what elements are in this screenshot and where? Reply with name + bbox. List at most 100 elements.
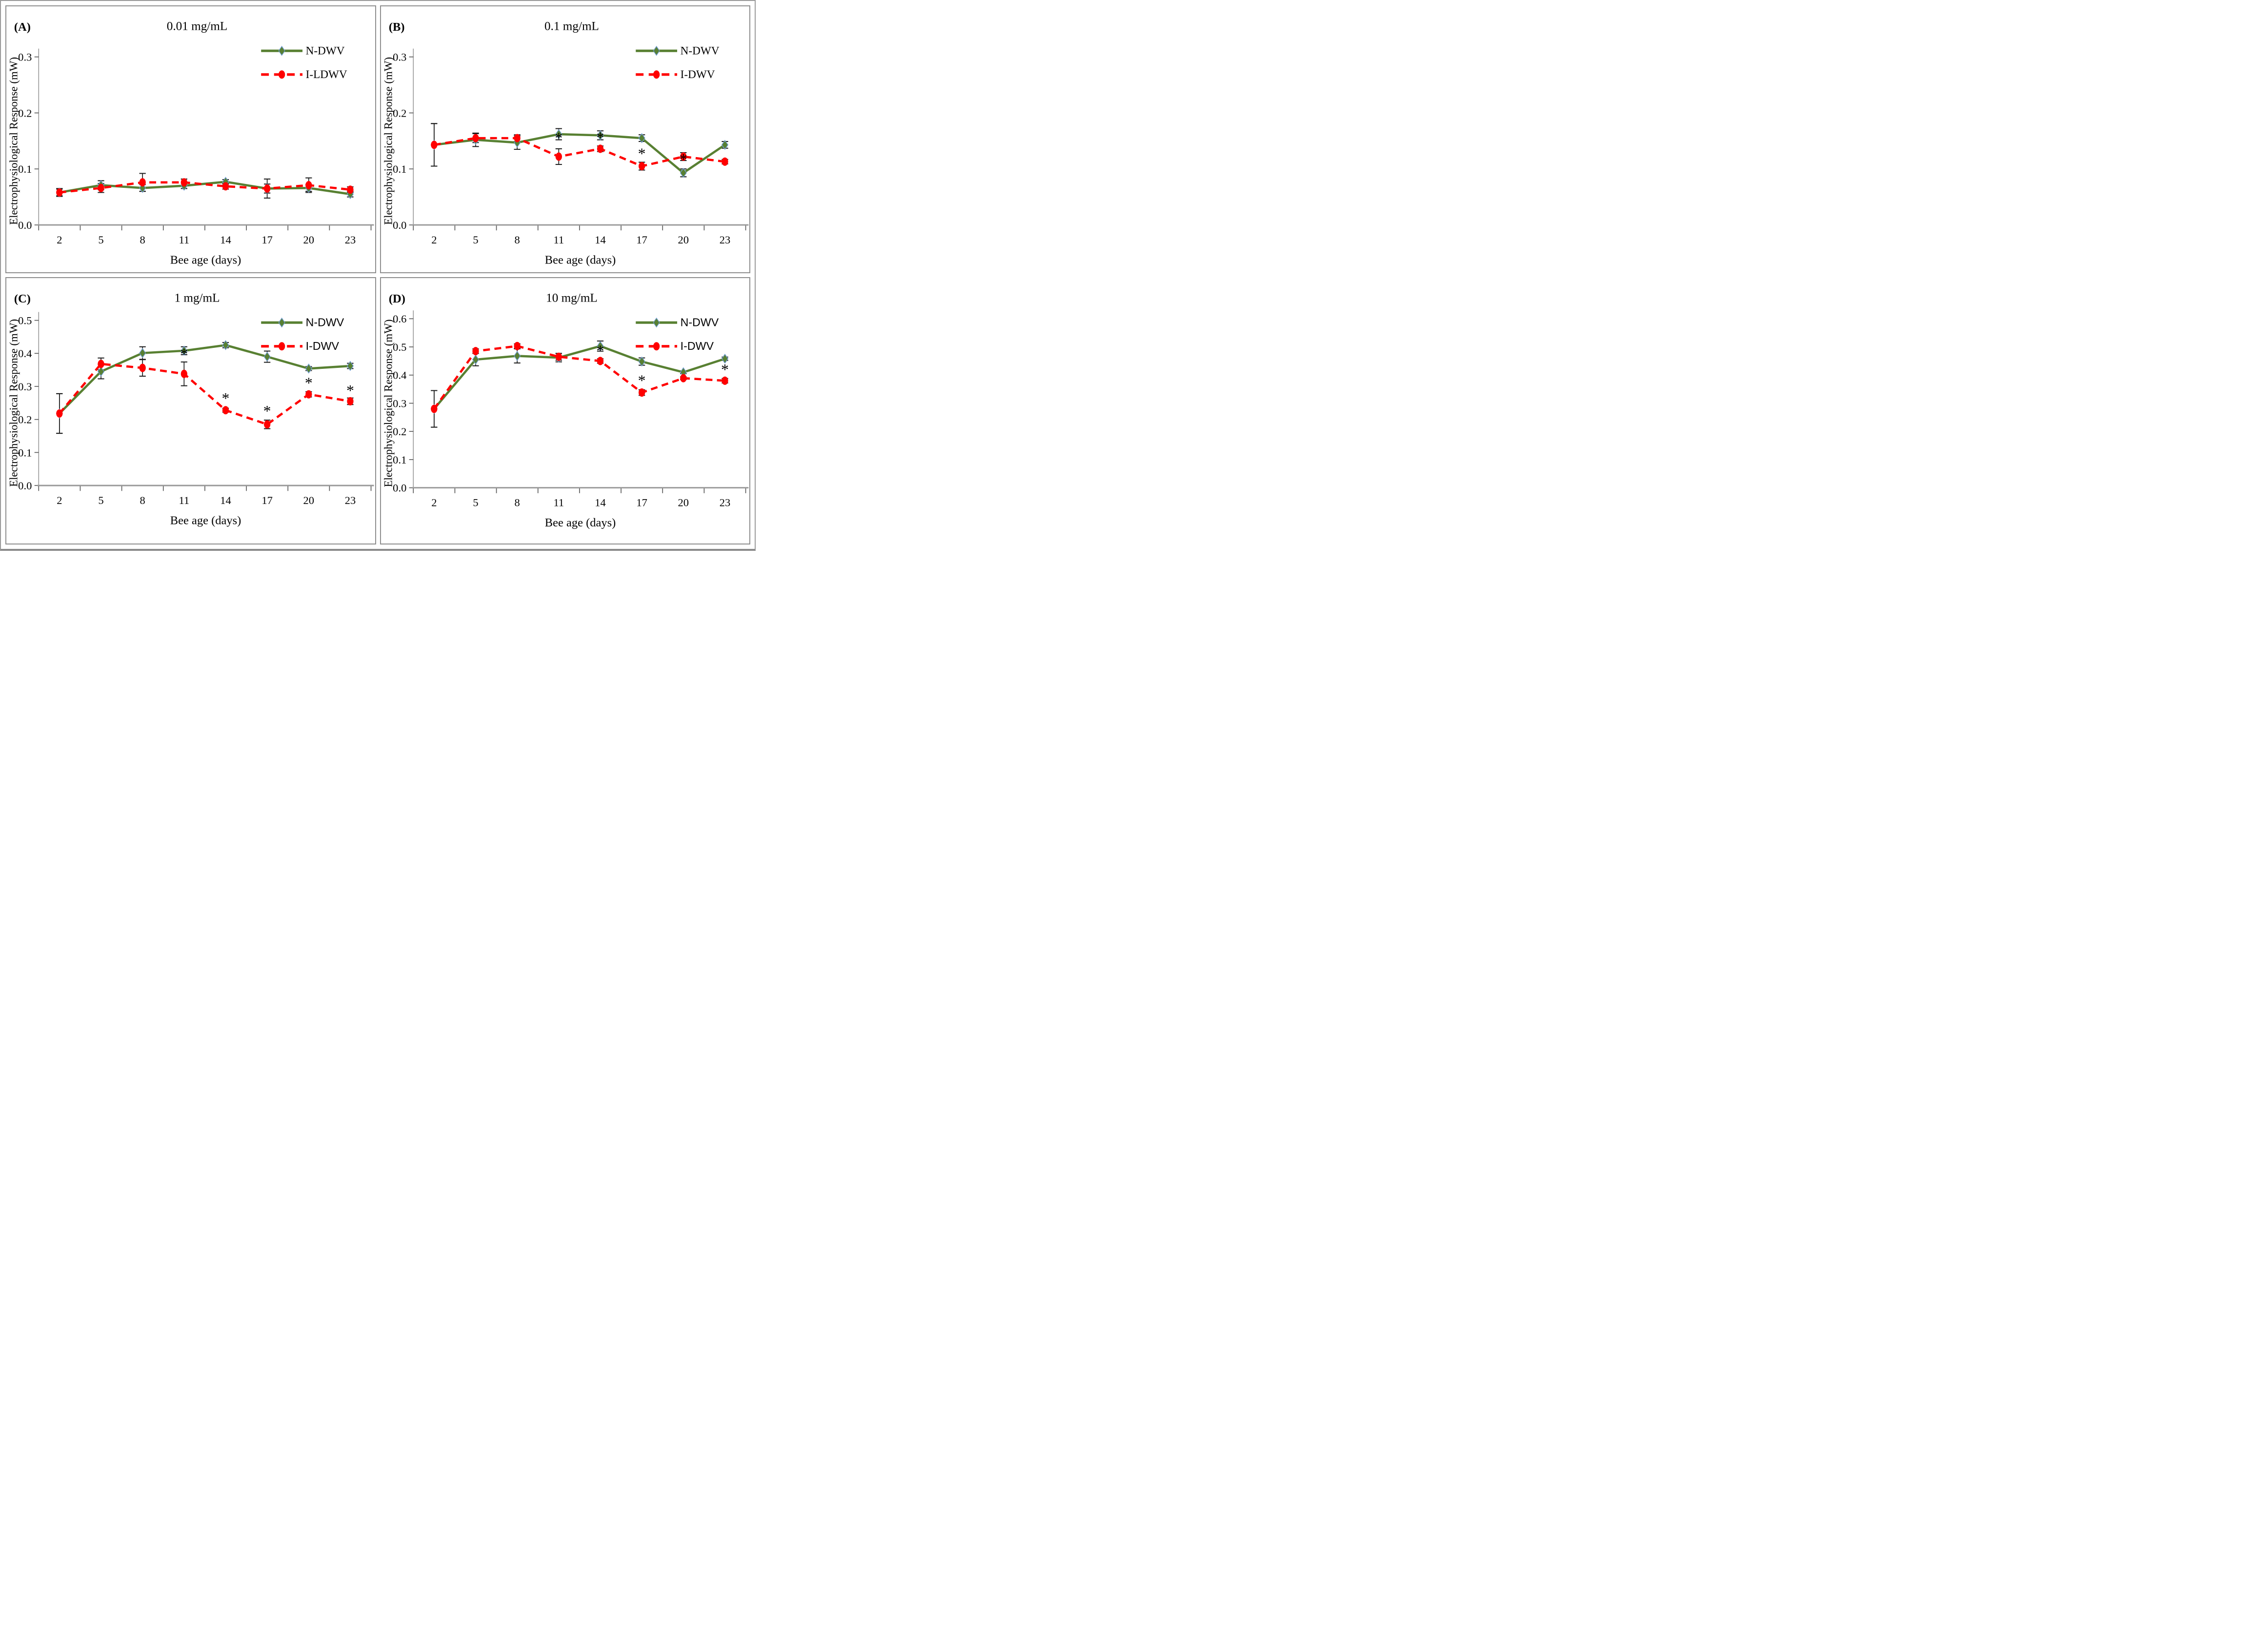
x-category-label: 17 — [261, 494, 273, 506]
legend-marker-sample — [279, 342, 285, 350]
four-panel-figure: (A) 0.01 mg/mL 0.0 0.1 0.2 0.3 2 5 8 11 14 17 20 23 Be… — [0, 0, 756, 551]
y-axis-title: Electrophysiological Response (mW) — [381, 57, 394, 225]
data-point-marker — [98, 183, 104, 192]
legend-item-i-dwv: I-DWV — [635, 68, 715, 81]
y-tick-label: 0.0 — [393, 219, 406, 231]
data-point-marker — [597, 356, 603, 365]
legend-label: N-DWV — [680, 316, 719, 328]
legend-item-n-dwv: N-DWV — [635, 44, 719, 57]
y-axis-title: Electrophysiological Response (mW) — [7, 57, 20, 225]
legend-marker-sample — [279, 70, 285, 79]
significance-asterisk: * — [679, 151, 687, 168]
x-category-label: 23 — [345, 494, 356, 506]
y-tick-label: 0.1 — [18, 446, 32, 459]
series-markers-i-dwv — [430, 134, 728, 171]
y-axis-title: Electrophysiological Response (mW) — [7, 319, 20, 486]
panel-c: (C) 1 mg/mL 0.0 0.1 0.2 0.3 0.4 0.5 2 5 8 11 14 17 20 2… — [5, 277, 376, 544]
data-point-marker — [56, 188, 63, 197]
series-line-i-dwv — [433, 344, 725, 409]
data-point-marker — [264, 420, 271, 428]
legend-label: I-DWV — [680, 68, 715, 81]
panel-letter: (A) — [14, 20, 31, 34]
data-point-marker — [97, 366, 105, 377]
data-point-marker — [638, 133, 645, 143]
data-point-marker — [347, 185, 354, 194]
x-category-label: 20 — [303, 494, 315, 506]
data-point-marker — [181, 178, 187, 187]
x-category-label: 11 — [553, 234, 564, 246]
significance-asterisk: * — [555, 130, 562, 147]
data-point-marker — [597, 144, 603, 153]
legend-marker-sample — [278, 45, 285, 56]
x-category-label: 17 — [261, 234, 273, 246]
panel-b: (B) 0.1 mg/mL 0.0 0.1 0.2 0.3 2 5 8 11 14 17 20 23 Bee… — [380, 5, 750, 273]
x-category-label: 2 — [57, 494, 62, 506]
series-line-i-dwv — [59, 363, 351, 425]
data-point-marker — [347, 397, 354, 405]
legend-label: I-DWV — [306, 340, 340, 352]
data-point-marker — [638, 388, 645, 397]
x-category-label: 2 — [431, 496, 437, 508]
data-point-marker — [721, 353, 728, 364]
data-point-marker — [305, 181, 312, 190]
series-markers-i-dwv — [56, 359, 354, 428]
data-point-marker — [555, 152, 562, 161]
x-category-label: 14 — [220, 494, 231, 506]
x-category-label: 14 — [595, 496, 606, 508]
y-axis-title: Electrophysiological Response (mW) — [381, 319, 394, 487]
data-point-marker — [555, 352, 562, 361]
x-category-label: 23 — [345, 234, 356, 246]
chart-title: 1 mg/mL — [174, 291, 220, 304]
x-category-label: 2 — [431, 234, 437, 246]
y-tick-label: 0.1 — [393, 453, 406, 465]
legend-item-i-ldwv: I-LDWV — [261, 68, 347, 81]
y-tick-label: 0.5 — [393, 341, 406, 353]
significance-asterisk: * — [222, 390, 230, 407]
x-category-label: 20 — [678, 234, 689, 246]
x-category-label: 23 — [719, 234, 730, 246]
data-point-marker — [596, 341, 604, 351]
y-tick-label: 0.1 — [18, 163, 32, 175]
x-category-label: 8 — [514, 234, 520, 246]
panel-a: (A) 0.01 mg/mL 0.0 0.1 0.2 0.3 2 5 8 11 14 17 20 23 Be… — [5, 5, 376, 273]
y-tick-label: 0.3 — [393, 51, 406, 63]
series-line-i-ldwv — [59, 181, 351, 194]
data-point-marker — [181, 369, 187, 378]
significance-asterisk: * — [596, 342, 604, 359]
legend-marker-sample — [653, 70, 660, 79]
x-category-label: 20 — [678, 496, 689, 508]
data-point-marker — [472, 134, 479, 142]
data-point-marker — [263, 351, 271, 362]
data-point-marker — [514, 134, 521, 142]
chart-panel-a: (A) 0.01 mg/mL 0.0 0.1 0.2 0.3 2 5 8 11 14 17 20 23 Be… — [7, 20, 374, 266]
data-point-marker — [721, 140, 728, 150]
data-point-marker — [222, 340, 229, 350]
y-tick-label: 0.2 — [18, 107, 32, 119]
data-point-marker — [680, 374, 686, 383]
data-point-marker — [139, 347, 146, 358]
series-line-n-dwv — [59, 343, 351, 414]
panel-letter: (B) — [388, 20, 404, 34]
x-category-label: 8 — [140, 234, 145, 246]
y-tick-label: 0.2 — [393, 107, 406, 119]
data-point-marker — [596, 130, 604, 141]
data-point-marker — [56, 409, 63, 418]
legend-marker-sample — [653, 317, 660, 328]
data-point-marker — [305, 390, 312, 399]
legend-item-i-dwv: I-DWV — [261, 340, 340, 352]
x-axis-title: Bee age (days) — [544, 516, 616, 529]
x-category-label: 8 — [140, 494, 145, 506]
data-point-marker — [181, 345, 188, 356]
x-category-label: 14 — [220, 234, 231, 246]
data-point-marker — [638, 356, 645, 366]
significance-asterisk: * — [596, 129, 604, 146]
significance-asterisk: * — [305, 374, 313, 391]
y-tick-label: 0.2 — [18, 413, 32, 425]
y-tick-label: 0.0 — [18, 480, 32, 492]
chart-title: 0.1 mg/mL — [544, 20, 599, 33]
y-tick-label: 0.0 — [18, 219, 32, 231]
series-markers-i-ldwv — [56, 178, 354, 197]
data-point-marker — [139, 363, 146, 372]
significance-asterisk: * — [346, 382, 354, 399]
y-tick-label: 0.4 — [393, 369, 406, 381]
